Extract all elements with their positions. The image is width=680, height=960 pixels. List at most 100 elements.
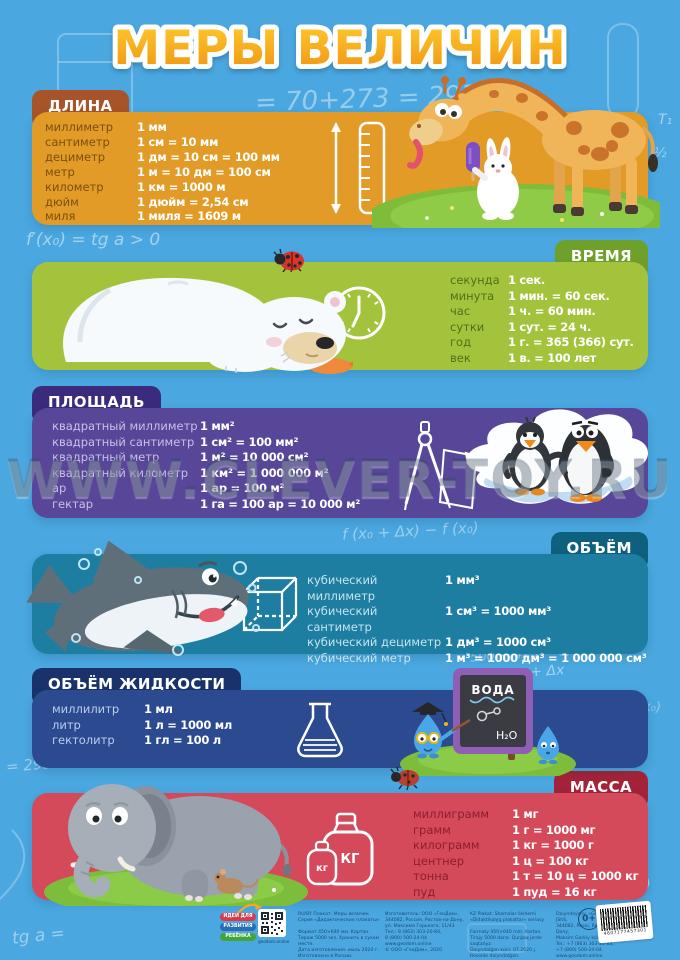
table-row: квадратный километр 1 км² = 1 000 000 м² (52, 466, 360, 482)
unit-value: 1 ч. = 60 мин. (508, 304, 596, 318)
unit-name: центнер (413, 853, 465, 868)
table-row: килограмм 1 кг = 1000 г (413, 838, 638, 854)
unit-value: 1 м = 10 дм = 100 см (137, 164, 271, 179)
unit-name: минута (450, 288, 495, 303)
unit-value: 1 мл (144, 702, 173, 716)
poster-title: МЕРЫ ВЕЛИЧИН МЕРЫ ВЕЛИЧИН (108, 16, 570, 81)
table-row: литр 1 л = 1000 мл (52, 718, 232, 734)
section-tab-label: ОБЪЁМ (566, 539, 632, 557)
table-row: миллилитр 1 мл (52, 702, 232, 718)
table-row: кубический миллиметр 1 мм³ (307, 573, 646, 604)
compass-icon (404, 421, 478, 511)
table-row: год 1 г. = 365 (366) сут. (450, 335, 634, 351)
unit-name: квадратный метр (52, 450, 160, 464)
unit-value: 1 км = 1000 м (137, 179, 226, 194)
unit-value: 1 мм (137, 120, 167, 134)
volume-table: кубический миллиметр 1 мм³ кубический сан… (307, 573, 647, 667)
barcode: 4607177457301 (595, 900, 654, 944)
unit-name: грамм (413, 822, 451, 837)
unit-value: 1 кг = 1000 г (512, 838, 594, 852)
table-row: тонна 1 т = 10 ц = 1000 кг (413, 869, 639, 885)
publisher-slogan-badge: РЕБЁНКА (220, 933, 256, 941)
giraffe-rabbit-illustration (372, 76, 660, 228)
unit-name: кубический миллиметр (307, 573, 378, 603)
table-row: кубический метр 1 м³ = 1000 дм³ = 1 000 0… (307, 650, 647, 667)
unit-value: 1 л = 1000 мл (144, 717, 233, 732)
mass-table: миллиграмм 1 мг грамм 1 г = 1000 мг килогр… (413, 807, 639, 901)
table-row: дюйм 1 дюйм = 2,54 см (45, 195, 280, 210)
unit-value: 1 миля = 1609 м (137, 209, 241, 224)
polar-bear-illustration (63, 277, 353, 374)
table-row: сутки 1 сут. = 24 ч. (450, 320, 634, 336)
unit-name: миллиграмм (413, 807, 490, 821)
unit-value: 1 км² = 1 000 000 м² (200, 465, 329, 480)
unit-value: 1 дм³ = 1000 см³ (445, 635, 551, 649)
unit-value: 1 га = 100 ар = 10 000 м² (200, 496, 361, 511)
svg-text:МЕРЫ ВЕЛИЧИН: МЕРЫ ВЕЛИЧИН (113, 21, 566, 76)
unit-value: 1 мм² (200, 419, 235, 433)
length-table: миллиметр 1 мм сантиметр 1 см = 10 мм деци… (45, 120, 280, 224)
unit-value: 1 см³ = 1000 мм³ (445, 604, 551, 618)
table-row: кубический дециметр 1 дм³ = 1000 см³ (307, 635, 646, 651)
unit-name: кубический сантиметр (307, 604, 378, 634)
table-row: минута 1 мин. = 60 сек. (450, 289, 634, 305)
area-table: квадратный миллиметр 1 мм² квадратный сан… (52, 419, 360, 512)
imprint-column: RU/BY Плакат. Меры величин Серия «Дидакт… (298, 912, 380, 959)
section-tab-label: ДЛИНА (48, 97, 113, 115)
unit-value: 1 см = 10 мм (137, 134, 219, 149)
table-row: квадратный миллиметр 1 мм² (52, 419, 360, 435)
table-row: век 1 в. = 100 лет (450, 351, 634, 367)
table-row: миллиграмм 1 мг (413, 807, 638, 823)
arrow-icon (237, 903, 262, 914)
unit-name: кубический метр (307, 650, 411, 665)
penguins-illustration (466, 409, 648, 504)
table-row: грамм 1 г = 1000 мг (413, 823, 638, 839)
unit-name: сантиметр (45, 134, 110, 149)
imprint-column: Изготовитель: ООО «ГеоДом», 344082, Росс… (385, 912, 464, 953)
unit-name: год (450, 335, 472, 349)
publisher-slogan-badge: РАЗВИТИЯ (220, 923, 256, 931)
weight-label-small: кг (316, 863, 328, 874)
liquid-volume-table: миллилитр 1 мл литр 1 л = 1000 мл гектолит… (52, 702, 232, 749)
unit-value: 1 мм³ (445, 573, 480, 587)
section-tab-label: ОБЪЁМ ЖИДКОСТИ (48, 675, 226, 693)
qr-code (258, 909, 286, 937)
unit-value: 1 г. = 365 (366) сут. (508, 335, 634, 349)
unit-name: пуд (413, 884, 436, 899)
ladybug-icon (273, 248, 304, 272)
unit-value: 1 пуд = 16 кг (512, 884, 597, 899)
chalkboard-word: ВОДА (471, 683, 514, 697)
publisher-slogan-badge: ИДЕИ ДЛЯ (220, 913, 256, 921)
age-rating: 0+ (582, 914, 596, 924)
unit-value: 1 м³ = 1000 дм³ = 1 000 000 см³ (445, 650, 647, 665)
water-droplets-illustration: ВОДА H₂O (400, 668, 576, 776)
unit-value: 1 дм = 10 см = 100 мм (137, 149, 280, 164)
unit-value: 1 т = 10 ц = 1000 кг (512, 869, 639, 883)
table-row: секунда 1 сек. (450, 273, 634, 289)
unit-name: час (450, 304, 471, 318)
table-row: миллиметр 1 мм (45, 120, 280, 135)
shark-illustration (26, 540, 260, 656)
weight-label-big: КГ (341, 852, 360, 867)
unit-name: квадратный миллиметр (52, 419, 198, 433)
weights-icon: КГ кг (306, 812, 374, 886)
beetle-icon (390, 766, 419, 790)
table-row: дециметр 1 дм = 10 см = 100 мм (45, 150, 280, 165)
time-table: секунда 1 сек. минута 1 мин. = 60 сек. час… (450, 273, 634, 366)
unit-value: 1 мин. = 60 сек. (508, 288, 610, 303)
table-row: километр 1 км = 1000 м (45, 180, 280, 195)
unit-name: метр (45, 164, 75, 179)
unit-name: килограмм (413, 838, 480, 852)
qr-caption: geodom.online (258, 939, 290, 944)
table-row: ар 1 ар = 100 м² (52, 481, 360, 497)
unit-value: 1 дюйм = 2,54 см (137, 194, 249, 209)
unit-value: 1 в. = 100 лет (508, 350, 596, 365)
table-row: пуд 1 пуд = 16 кг (413, 885, 638, 901)
section-tab-label: ПЛОЩАДЬ (48, 393, 145, 411)
unit-name: дюйм (45, 194, 79, 209)
table-row: кубический сантиметр 1 см³ = 1000 мм³ (307, 604, 646, 635)
unit-name: миля (45, 209, 76, 224)
unit-value: 1 сут. = 24 ч. (508, 319, 592, 334)
unit-name: миллилитр (52, 702, 120, 716)
